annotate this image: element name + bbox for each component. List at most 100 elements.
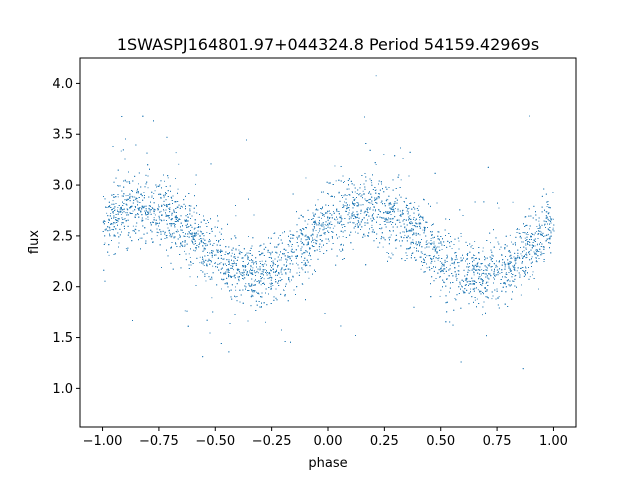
data-point [369,207,371,209]
data-point [514,264,516,266]
data-point [521,241,523,243]
data-point [134,199,136,200]
data-point [311,223,313,225]
data-point [402,220,404,222]
data-point [382,246,384,248]
data-point [490,257,492,259]
data-point [516,270,518,272]
data-point [120,150,122,152]
data-point [518,232,520,234]
data-point [550,230,552,232]
data-point [482,314,483,316]
data-point [477,262,479,264]
data-point [325,225,327,226]
data-point [235,286,236,288]
data-point [310,234,312,236]
data-point [232,264,234,266]
data-point [177,230,179,232]
chart-title: 1SWASPJ164801.97+044324.8 Period 54159.4… [117,35,539,54]
data-point [233,269,234,271]
data-point [167,177,169,179]
data-point [505,277,507,278]
data-point [211,228,212,230]
data-point [363,212,365,214]
data-point [221,288,222,290]
data-point [271,261,272,262]
data-point [552,218,554,220]
data-point [289,281,291,283]
data-point [112,200,114,202]
data-point [454,298,456,299]
data-point [135,229,137,231]
data-point [189,257,191,258]
data-point [235,215,237,217]
data-point [127,212,128,214]
data-point [391,252,393,254]
data-point [157,208,158,209]
data-point [404,234,406,236]
data-point [278,243,280,245]
data-point [175,152,177,154]
data-point [319,248,321,250]
data-point [163,210,165,212]
data-point [145,218,147,220]
data-point [402,220,404,222]
data-point [423,259,425,260]
data-point [440,289,442,291]
data-point [359,224,361,226]
data-point [231,249,232,251]
data-point [305,177,307,179]
data-point [375,75,377,77]
data-point [278,259,280,261]
data-point [137,192,139,194]
data-point [343,195,345,197]
data-point [220,262,222,263]
data-point [176,229,178,231]
data-point [320,212,322,214]
data-point [401,212,403,214]
data-point [524,237,526,239]
data-point [404,231,405,233]
data-point [119,211,121,213]
data-point [371,220,373,222]
data-point [260,278,262,280]
data-point [544,220,546,222]
data-point [397,210,399,212]
data-point [487,281,489,283]
data-point [413,247,415,249]
data-point [193,211,195,213]
data-point [315,242,317,244]
data-point [174,225,175,226]
data-point [536,231,538,232]
data-point [432,258,434,259]
data-point [366,211,368,212]
data-point [151,196,153,198]
data-point [191,239,193,241]
data-point [319,216,320,218]
data-point [523,250,525,252]
data-point [482,247,484,249]
data-point [409,215,411,217]
data-point [188,253,190,255]
data-point [171,197,173,199]
data-point [538,220,540,222]
data-point [485,288,486,289]
data-point [307,223,309,225]
data-point [173,209,175,211]
data-point [269,252,270,254]
data-point [199,262,201,264]
data-point [537,243,538,245]
data-point [443,273,445,274]
data-point [333,211,334,212]
data-point [491,298,493,300]
data-point [312,239,314,241]
data-point [418,242,420,244]
data-point [434,248,436,250]
data-point [509,267,511,269]
data-point [393,203,395,205]
data-point [301,268,303,270]
data-point [545,211,547,213]
data-point [508,266,510,267]
data-point [277,264,279,266]
